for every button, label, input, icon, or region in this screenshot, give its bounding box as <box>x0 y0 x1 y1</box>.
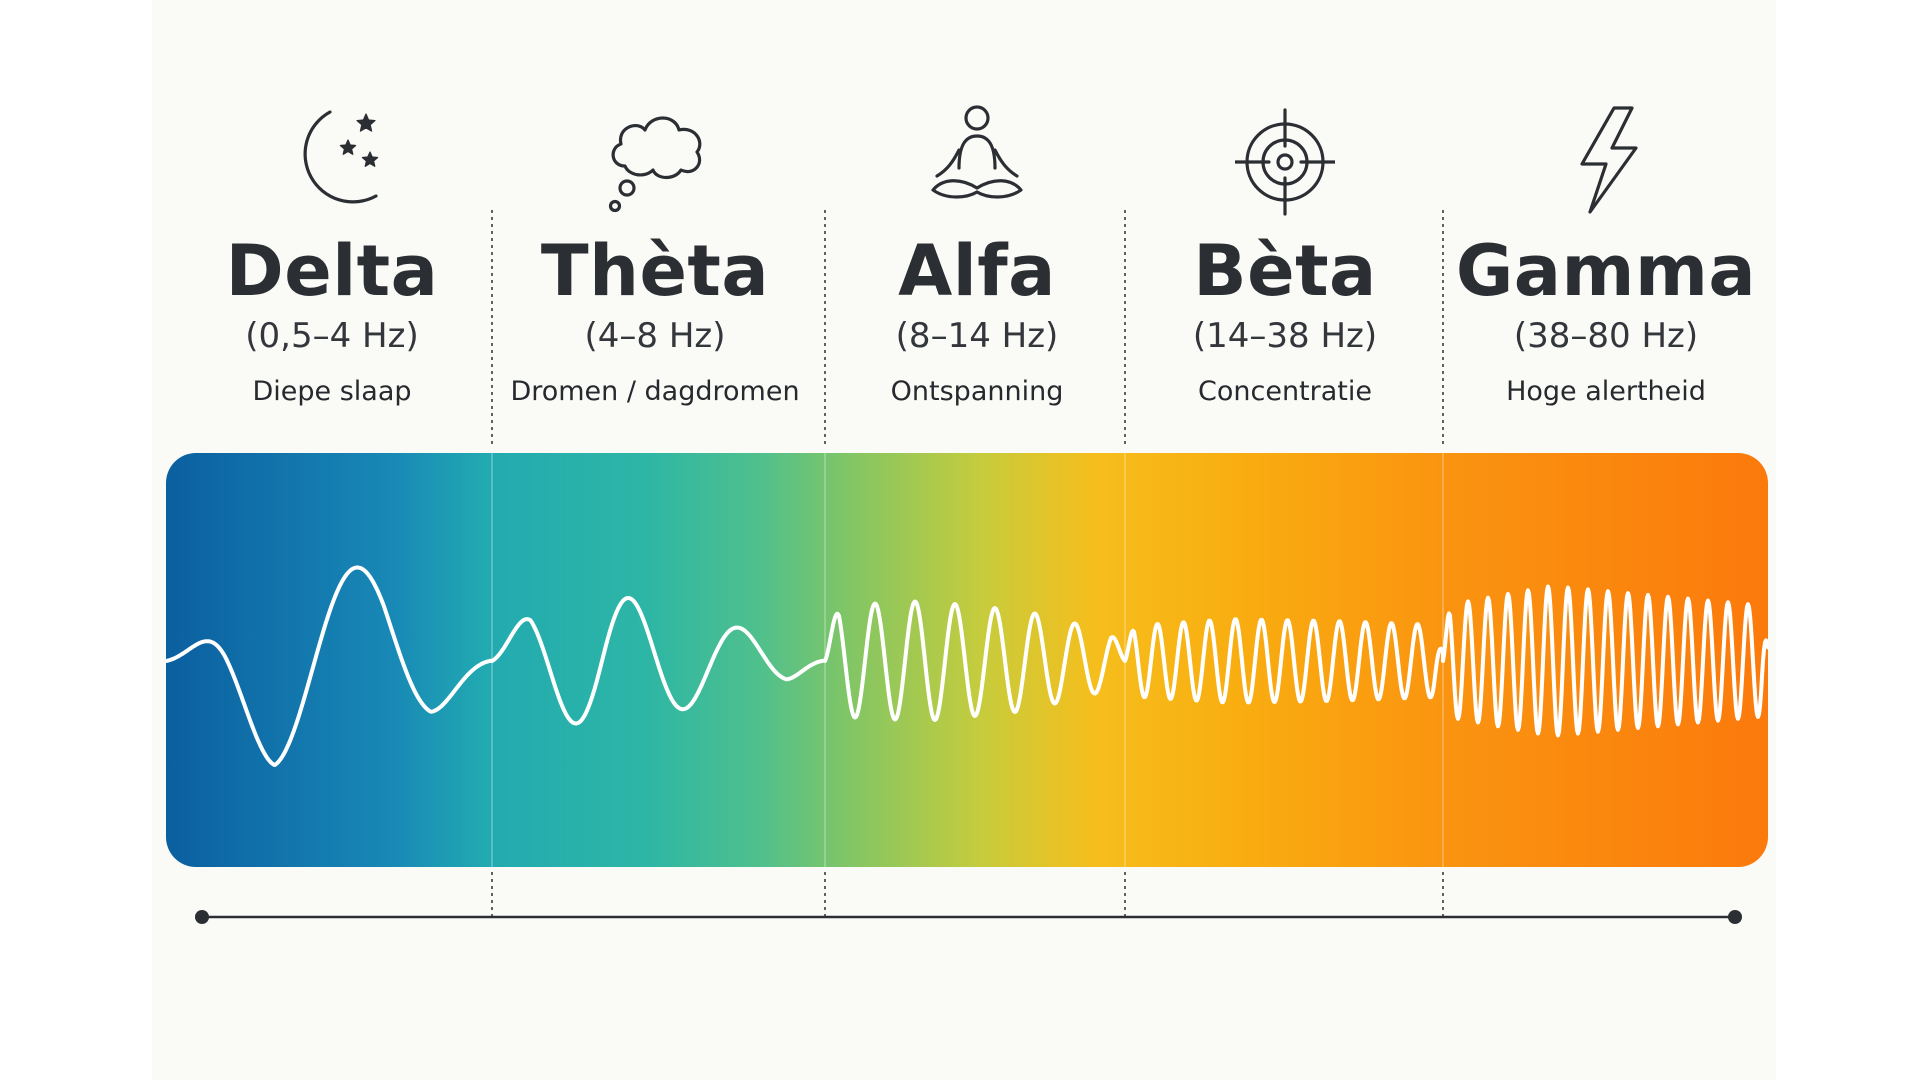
band-description: Diepe slaap <box>252 376 412 407</box>
band-name: Gamma <box>1455 230 1757 312</box>
band-range: (14–38 Hz) <box>1192 316 1378 356</box>
band-description: Hoge alertheid <box>1506 376 1706 407</box>
thought-cloud-icon <box>605 104 705 216</box>
band-name: Alfa <box>898 230 1056 312</box>
band-name: Delta <box>225 230 439 312</box>
band-description: Ontspanning <box>890 376 1064 407</box>
target-icon <box>1233 104 1337 216</box>
frequency-spectrum <box>166 453 1768 867</box>
band-description: Concentratie <box>1198 376 1372 407</box>
band-description: Dromen / dagdromen <box>510 376 800 407</box>
meditation-icon <box>927 104 1027 216</box>
band-range: (4–8 Hz) <box>584 316 726 356</box>
band-range: (8–14 Hz) <box>895 316 1059 356</box>
band-name: Bèta <box>1193 230 1377 312</box>
band-range: (38–80 Hz) <box>1513 316 1699 356</box>
lightning-icon <box>1556 104 1656 216</box>
moon-stars-icon <box>282 104 382 216</box>
band-range: (0,5–4 Hz) <box>245 316 419 356</box>
band-name: Thèta <box>540 230 770 312</box>
brainwave-line <box>166 565 1768 767</box>
